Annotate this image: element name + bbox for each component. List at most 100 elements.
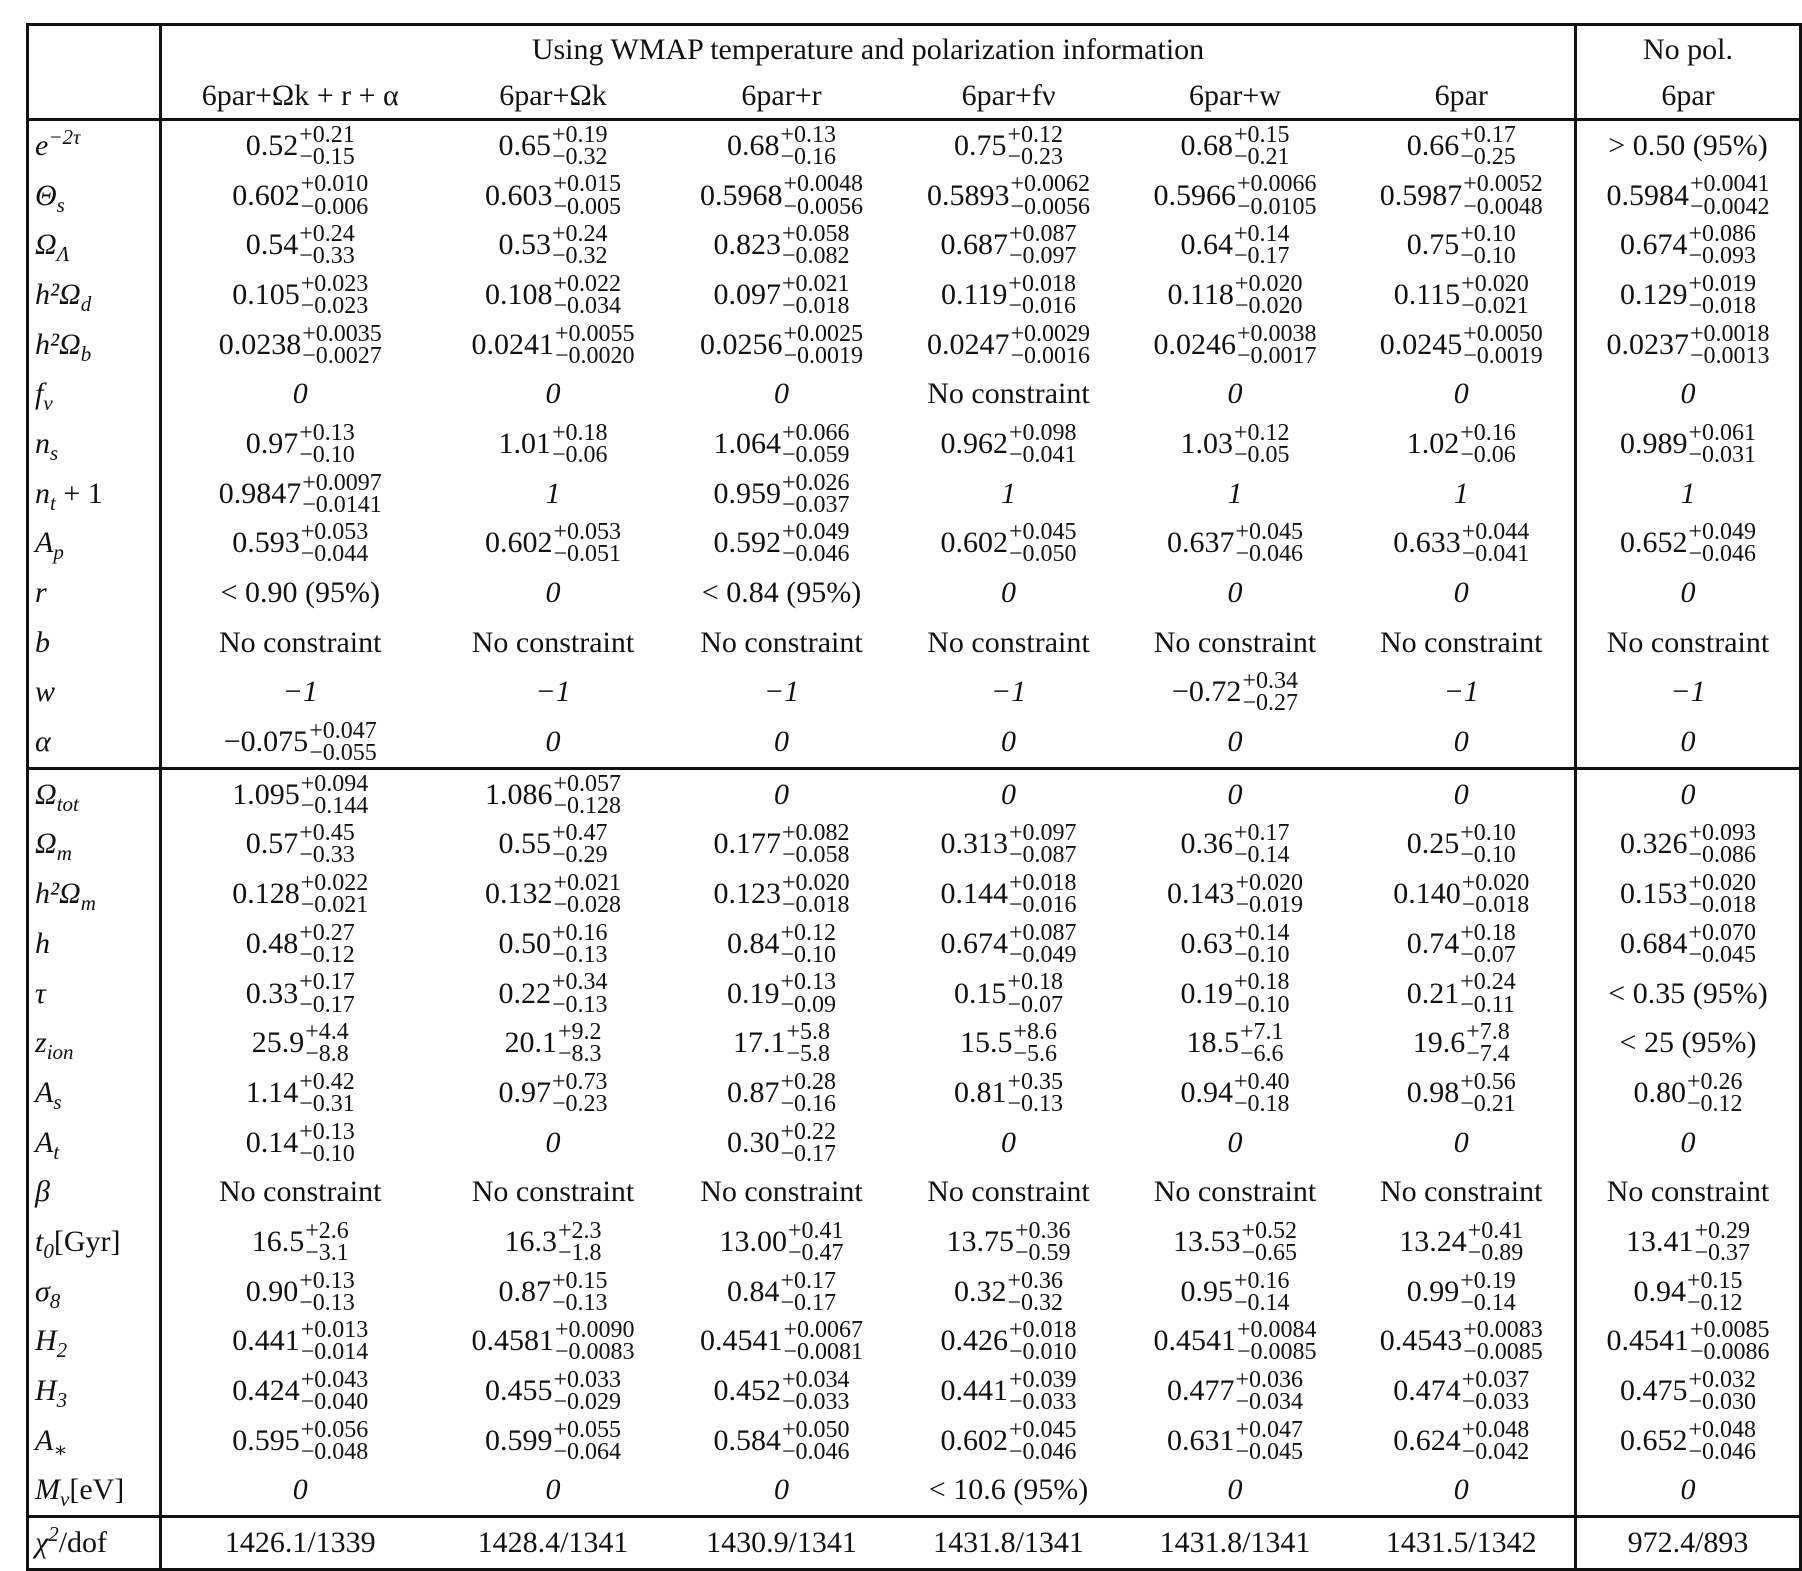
value-cell: 0 xyxy=(667,1465,896,1519)
value-cell: 0.53 +0.24 −0.32 xyxy=(439,220,668,270)
error-bars: +0.19 −0.32 xyxy=(552,123,608,169)
value-cell: 0 xyxy=(667,717,896,770)
value-cell: 0.94 +0.15 −0.12 xyxy=(1574,1266,1801,1317)
value-cell: No constraint xyxy=(1574,617,1801,668)
upper-error: +0.045 xyxy=(1235,519,1304,546)
error-bars: +0.045 −0.046 xyxy=(1009,1418,1077,1464)
lower-error: −0.018 xyxy=(1461,892,1530,919)
row-label: b xyxy=(27,617,162,668)
error-bars: +0.087 −0.049 xyxy=(1009,921,1077,967)
upper-error: +0.032 xyxy=(1688,1366,1757,1393)
label-base: w xyxy=(35,675,56,709)
value: 0.119 +0.018 −0.016 xyxy=(941,272,1076,318)
upper-error: +0.16 xyxy=(551,919,608,946)
value-cell: 0.602 +0.045 −0.046 xyxy=(896,1416,1122,1466)
upper-error: +0.047 xyxy=(309,718,377,745)
central-value: 13.53 xyxy=(1172,1224,1241,1258)
central-value: 0.633 xyxy=(1393,526,1461,560)
row-label: α xyxy=(27,717,162,770)
upper-error: +0.18 xyxy=(1233,969,1290,996)
label-base: β xyxy=(35,1175,50,1209)
fixed-value: 0 xyxy=(1227,725,1243,759)
central-value: 18.5 xyxy=(1186,1026,1239,1060)
upper-error: +0.15 xyxy=(551,1267,608,1294)
fixed-value: 0 xyxy=(1001,777,1016,811)
value-cell: 0.455 +0.033 −0.029 xyxy=(439,1366,668,1416)
central-value: 0.595 xyxy=(232,1423,300,1457)
text-value: No constraint xyxy=(1606,625,1770,659)
upper-error: +0.13 xyxy=(299,1118,355,1145)
upper-error: +0.018 xyxy=(1008,870,1077,897)
central-value: 0.326 xyxy=(1619,827,1688,861)
fixed-value: 0 xyxy=(1680,1473,1696,1507)
lower-error: −0.034 xyxy=(553,292,622,319)
error-bars: +0.053 −0.044 xyxy=(301,520,369,566)
value: 0.97 +0.73 −0.23 xyxy=(498,1068,608,1116)
upper-error: +0.24 xyxy=(299,221,355,248)
value: 0.989 +0.061 −0.031 xyxy=(1620,421,1756,467)
value-cell: 0.592 +0.049 −0.046 xyxy=(668,519,896,569)
value-cell: 0.0238 +0.0035 −0.0027 xyxy=(161,320,439,370)
label-sub: 3 xyxy=(56,1388,68,1413)
fixed-value: 0 xyxy=(774,777,789,811)
upper-error: +4.4 xyxy=(305,1019,349,1046)
value-cell: 0.118 +0.020 −0.020 xyxy=(1122,270,1349,320)
value-cell: 0.95 +0.16 −0.14 xyxy=(1122,1267,1349,1317)
upper-error: +0.021 xyxy=(553,870,622,897)
group-header: Using WMAP temperature and polarization … xyxy=(531,33,1205,66)
central-value: 1.14 xyxy=(245,1075,299,1109)
error-bars: +0.039 −0.033 xyxy=(1009,1368,1077,1414)
value-cell: 0.5984 +0.0041 −0.0042 xyxy=(1574,170,1801,221)
value-cell: 0.87 +0.28 −0.16 xyxy=(668,1068,896,1118)
value-cell: 1.14 +0.42 −0.31 xyxy=(161,1068,439,1118)
lower-error: −0.097 xyxy=(1008,243,1077,270)
value-cell: 0 xyxy=(1574,369,1801,420)
lower-error: −0.13 xyxy=(299,1289,355,1316)
value: −0.72 +0.34 −0.27 xyxy=(1172,669,1298,715)
table-row: At 0.14 +0.13 −0.10 0 0.30 +0.22 −0.17 0 0 0 0 xyxy=(27,1117,1801,1168)
error-bars: +0.16 −0.14 xyxy=(1234,1269,1290,1315)
fixed-value: 0 xyxy=(545,725,561,759)
error-bars: +4.4 −8.8 xyxy=(305,1019,349,1066)
central-value: 0.105 xyxy=(232,277,300,311)
upper-error: +0.043 xyxy=(300,1366,369,1393)
value: 0.48 +0.27 −0.12 xyxy=(246,921,355,967)
value: 0.5984 +0.0041 −0.0042 xyxy=(1606,172,1770,218)
value: 0.4541 +0.0067 −0.0081 xyxy=(700,1318,863,1364)
value-cell: No constraint xyxy=(161,1167,439,1217)
upper-error: +0.35 xyxy=(1007,1068,1064,1095)
error-bars: +0.15 −0.12 xyxy=(1687,1269,1743,1315)
table-row: h²Ωm 0.128 +0.022 −0.021 0.132 +0.021 −0.028 0.… xyxy=(27,869,1801,919)
label-base: e xyxy=(35,128,49,162)
fixed-value: 0 xyxy=(545,576,561,610)
value-cell: 0.22 +0.34 −0.13 xyxy=(439,969,668,1019)
fixed-value: 0 xyxy=(1453,1125,1469,1159)
value: 0.14 +0.13 −0.10 xyxy=(246,1118,355,1165)
value: 0.313 +0.097 −0.087 xyxy=(940,821,1076,867)
error-bars: +0.0041 −0.0042 xyxy=(1690,172,1770,218)
lower-error: −0.65 xyxy=(1241,1239,1298,1266)
lower-error: −0.040 xyxy=(300,1389,369,1416)
lower-error: −0.31 xyxy=(299,1090,355,1117)
central-value: 0.52 xyxy=(245,128,299,162)
lower-error: −0.17 xyxy=(780,1140,837,1167)
central-value: 0.0237 xyxy=(1606,327,1689,361)
upper-error: +0.12 xyxy=(1007,121,1064,148)
value: 0.94 +0.40 −0.18 xyxy=(1180,1070,1289,1116)
upper-error: +0.73 xyxy=(551,1068,608,1095)
error-bars: +0.050 −0.046 xyxy=(782,1418,850,1464)
upper-error: +9.2 xyxy=(557,1019,602,1046)
value-cell: 0 xyxy=(1574,717,1801,770)
value-cell: 0 xyxy=(438,717,668,770)
table-row: As 1.14 +0.42 −0.31 0.97 +0.73 −0.23 0.87 +0.28−… xyxy=(27,1068,1801,1118)
error-bars: +0.043 −0.040 xyxy=(300,1366,369,1416)
value-cell: 0.128 +0.022 −0.021 xyxy=(161,869,439,919)
value-cell: −0.075 +0.047 −0.055 xyxy=(160,717,439,770)
error-bars: +0.13 −0.13 xyxy=(299,1269,355,1316)
central-value: 0.5966 xyxy=(1153,178,1236,212)
label-base: t xyxy=(35,1224,44,1258)
fixed-value: 0 xyxy=(1001,1125,1016,1159)
central-value: 0.424 xyxy=(232,1374,300,1408)
lower-error: −0.0019 xyxy=(1463,342,1543,369)
lower-error: −0.47 xyxy=(787,1239,844,1266)
